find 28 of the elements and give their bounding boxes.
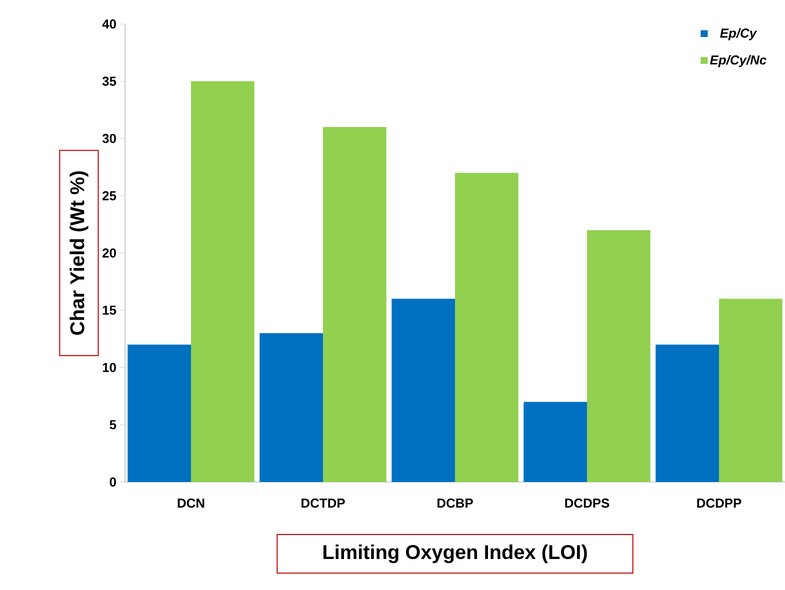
x-axis-title: Limiting Oxygen Index (LOI) (323, 544, 587, 564)
bar (455, 172, 518, 482)
bar (524, 402, 588, 482)
y-tick-label: 10 (102, 362, 116, 372)
y-axis-title: Char Yield (Wt %) (70, 171, 88, 335)
x-tick-label: DCN (178, 498, 204, 508)
bar (260, 333, 323, 482)
y-tick-label: 5 (110, 420, 116, 430)
y-tick-label: 40 (102, 19, 116, 29)
x-tick-label: DCDPS (565, 498, 610, 508)
bar (191, 81, 254, 482)
x-tick-label: DCTDP (302, 498, 345, 508)
legend-label: Ep/Cy/Nc (710, 55, 766, 68)
y-tick-label: 0 (110, 477, 116, 487)
bar (128, 344, 191, 482)
bar (587, 230, 650, 482)
bar (719, 298, 782, 482)
y-tick-label: 35 (102, 76, 116, 86)
x-tick-label: DCDPP (697, 498, 742, 508)
x-tick-label: DCBP (438, 498, 473, 508)
bar (392, 298, 455, 482)
bar (323, 127, 386, 482)
y-tick-label: 15 (102, 306, 116, 315)
y-tick-label: 30 (102, 134, 116, 144)
bar (656, 344, 720, 482)
legend-label: Ep/Cy (720, 28, 758, 40)
y-tick-label: 25 (102, 191, 116, 200)
y-tick-label: 20 (102, 248, 116, 258)
